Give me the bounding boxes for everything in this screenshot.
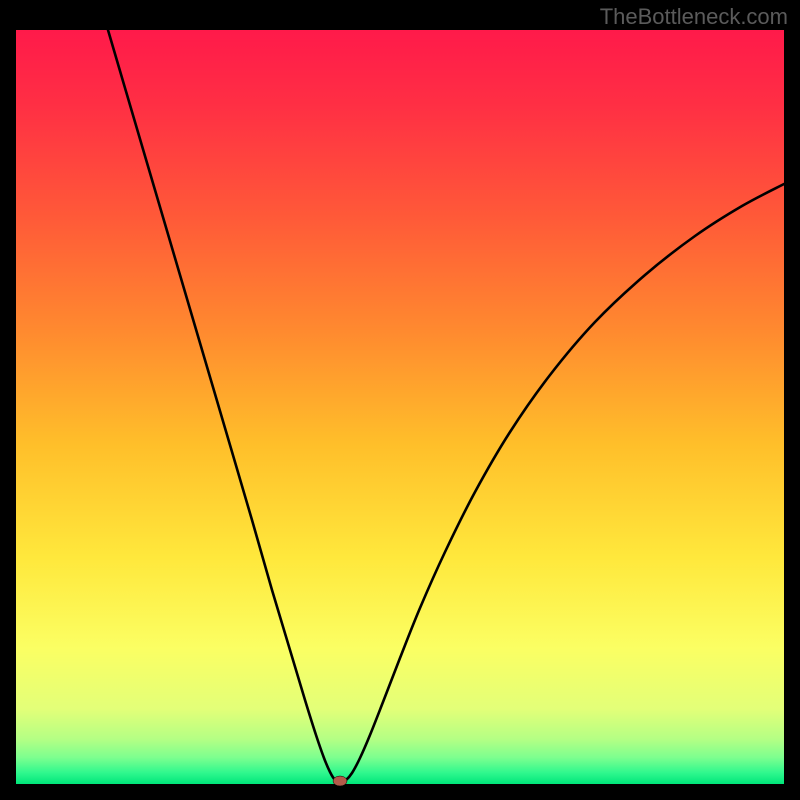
bottleneck-chart [0, 0, 800, 800]
watermark-text: TheBottleneck.com [600, 4, 788, 30]
chart-container: TheBottleneck.com [0, 0, 800, 800]
optimal-point-marker [333, 776, 347, 786]
chart-plot-area [16, 30, 784, 784]
